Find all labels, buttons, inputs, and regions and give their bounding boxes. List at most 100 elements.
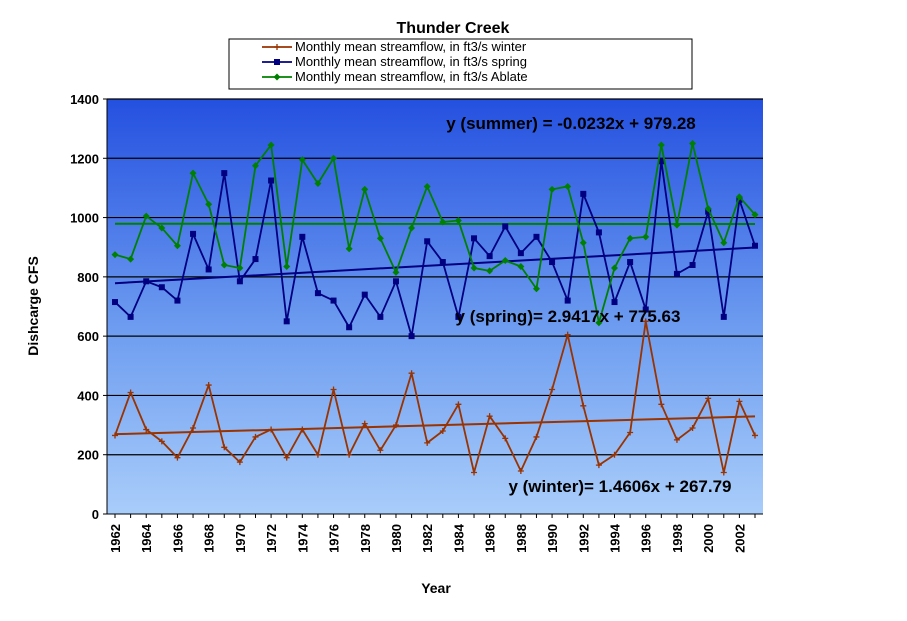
trendline-spring <box>114 246 756 285</box>
data-point <box>579 239 587 247</box>
data-point <box>658 158 665 165</box>
x-tick-label: 1974 <box>295 523 310 553</box>
data-point <box>454 217 462 225</box>
data-point <box>642 233 650 241</box>
data-point <box>173 242 181 250</box>
data-point <box>486 413 493 420</box>
data-point <box>611 451 618 458</box>
data-point <box>205 382 212 389</box>
series-line <box>114 320 756 474</box>
data-point <box>346 324 353 331</box>
data-point <box>190 425 197 432</box>
data-point <box>111 251 119 259</box>
data-point <box>361 185 369 193</box>
data-point <box>564 331 571 338</box>
data-point <box>283 262 291 270</box>
data-point <box>361 420 368 427</box>
y-tick-label: 600 <box>77 329 99 344</box>
x-tick-label: 1996 <box>639 524 654 553</box>
data-point <box>377 447 384 454</box>
x-tick-label: 1978 <box>358 524 373 553</box>
data-point <box>330 386 337 393</box>
x-tick-label: 1970 <box>233 524 248 553</box>
data-point <box>236 278 243 285</box>
data-point <box>330 154 338 162</box>
x-tick-label: 1980 <box>389 524 404 553</box>
legend-box <box>228 38 693 90</box>
data-point <box>127 389 134 396</box>
data-point <box>142 212 150 220</box>
x-tick-label: 1984 <box>451 523 466 553</box>
data-point <box>252 256 259 263</box>
data-point <box>408 370 415 377</box>
data-point <box>595 462 602 469</box>
data-point <box>611 264 619 272</box>
x-tick-label: 1990 <box>545 524 560 553</box>
data-point <box>273 73 281 81</box>
x-tick-label: 1982 <box>420 524 435 553</box>
data-point <box>627 259 634 266</box>
x-tick-label: 1992 <box>576 524 591 553</box>
x-tick-label: 2000 <box>701 524 716 553</box>
x-tick-label: 1962 <box>108 524 123 553</box>
plot-area <box>107 99 763 514</box>
data-point <box>470 264 478 272</box>
axes: 0 200 400 600 800 1000 1200 1400 1962 1964 1966 196… <box>70 92 763 553</box>
data-point <box>220 261 228 269</box>
data-point <box>112 299 118 306</box>
y-tick-label: 0 <box>92 507 99 522</box>
data-point <box>735 193 743 201</box>
data-point <box>143 278 150 285</box>
data-point <box>267 141 275 149</box>
data-point <box>580 402 587 409</box>
data-point <box>595 319 603 327</box>
data-point <box>221 170 228 177</box>
data-point <box>627 429 634 436</box>
x-axis-title: Year <box>421 580 451 596</box>
data-point <box>158 438 165 445</box>
data-point <box>361 291 368 298</box>
x-tick-label: 2002 <box>732 524 747 553</box>
data-point <box>190 230 197 237</box>
data-point <box>751 211 759 219</box>
x-tick-label: 1972 <box>264 524 279 553</box>
series-1 <box>112 158 758 340</box>
data-point <box>221 444 228 451</box>
data-point <box>642 306 649 313</box>
data-point <box>720 313 727 320</box>
data-point <box>174 297 181 304</box>
data-point <box>548 185 556 193</box>
data-point <box>439 218 447 226</box>
x-tick-label: 1966 <box>170 524 185 553</box>
data-point <box>673 270 680 277</box>
data-point <box>705 395 712 402</box>
x-tick-label: 1988 <box>514 524 529 553</box>
data-point <box>455 313 462 320</box>
data-point <box>392 278 399 285</box>
y-tick-label: 1200 <box>70 151 99 166</box>
chart-title: Thunder Creek <box>397 20 510 37</box>
data-point <box>502 223 509 230</box>
data-point <box>377 313 384 320</box>
data-point <box>127 313 134 320</box>
data-point <box>424 238 431 245</box>
series-line <box>114 160 756 338</box>
data-point <box>283 454 290 461</box>
data-point <box>752 242 758 249</box>
data-point <box>423 182 431 190</box>
data-point <box>158 224 166 232</box>
series-2 <box>111 139 759 327</box>
data-point <box>299 233 306 240</box>
data-point <box>299 426 306 433</box>
data-point <box>143 426 150 433</box>
data-point <box>657 141 665 149</box>
data-point <box>752 432 758 439</box>
data-point <box>611 299 618 306</box>
data-point <box>408 224 416 232</box>
data-point <box>471 235 478 242</box>
data-point <box>205 266 212 273</box>
data-point <box>314 290 321 297</box>
y-tick-label: 200 <box>77 448 99 463</box>
y-tick-label: 400 <box>77 388 99 403</box>
data-point <box>346 451 353 458</box>
